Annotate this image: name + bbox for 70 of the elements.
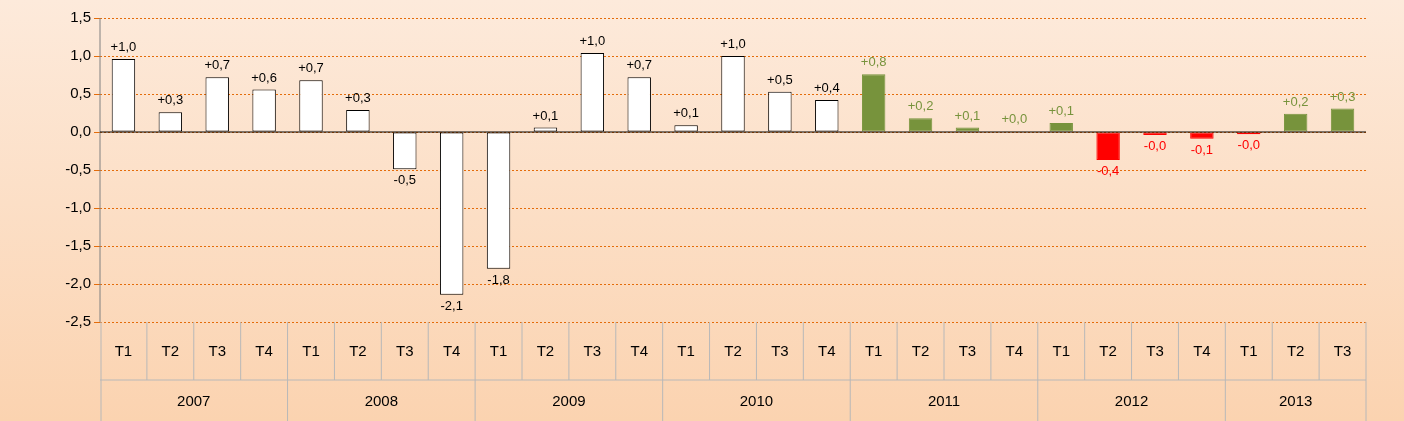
data-label: +0,8 <box>860 54 887 70</box>
data-label: +0,3 <box>157 92 184 108</box>
y-tick-label: 0,5 <box>70 84 91 102</box>
data-label: +0,0 <box>1001 111 1028 127</box>
x-tick-label: T4 <box>442 342 461 360</box>
x-tick-label: T4 <box>630 342 648 360</box>
text: 2013 <box>1278 392 1313 410</box>
data-label: +0,7 <box>298 60 324 76</box>
data-label: +0,1 <box>532 107 559 123</box>
x-tick-label: T3 <box>396 342 414 360</box>
data-label: -0,4 <box>1096 163 1120 179</box>
x-tick-label: T2 <box>536 342 555 360</box>
data-label: +0,5 <box>767 71 793 87</box>
x-tick-label: T1 <box>302 342 320 360</box>
data-label: +0,7 <box>626 57 653 73</box>
x-tick-label: T4 <box>1193 342 1211 360</box>
data-label: -0,1 <box>1190 141 1214 157</box>
data-label: -0,0 <box>1143 138 1167 154</box>
x-tick-label: T2 <box>1286 342 1305 360</box>
data-label: +0,1 <box>954 107 981 123</box>
x-tick-label: T2 <box>161 342 180 360</box>
x-tick-label: T2 <box>349 342 367 360</box>
data-label: +0,3 <box>345 90 371 106</box>
y-tick-label: 1,5 <box>70 8 91 26</box>
data-label: +1,0 <box>720 36 746 52</box>
x-tick-label: T3 <box>1333 342 1352 360</box>
text: 2009 <box>552 392 586 410</box>
data-label: +1,0 <box>579 33 606 49</box>
data-label: +1,0 <box>110 39 137 55</box>
data-label: +0,1 <box>673 105 699 121</box>
y-tick-label: -2,5 <box>65 312 91 330</box>
x-tick-label: T1 <box>864 342 883 360</box>
y-tick-label: 1,0 <box>70 46 91 64</box>
x-tick-label: T1 <box>1052 342 1070 360</box>
text: 2010 <box>739 392 774 410</box>
data-label: -2,1 <box>440 297 463 313</box>
data-label: +0,2 <box>1282 93 1309 109</box>
x-tick-label: T3 <box>1146 342 1164 360</box>
data-label: +0,7 <box>204 57 231 73</box>
text: 2011 <box>927 392 961 410</box>
x-tick-label: T3 <box>208 342 226 360</box>
y-tick-label: -2,0 <box>65 274 91 292</box>
text: 2012 <box>1114 392 1149 410</box>
x-tick-label: T1 <box>1240 342 1258 360</box>
x-tick-label: T4 <box>818 342 836 360</box>
data-label: +0,3 <box>1329 88 1356 104</box>
y-tick-label: -1,5 <box>65 236 91 254</box>
x-tick-label: T1 <box>489 342 508 360</box>
data-label: +0,1 <box>1048 102 1075 118</box>
data-label: +0,2 <box>907 98 934 114</box>
y-tick-label: -1,0 <box>65 198 91 216</box>
data-label: +0,4 <box>813 80 840 96</box>
x-tick-label: T2 <box>1099 342 1117 360</box>
text: 2008 <box>364 392 399 410</box>
x-tick-label: T3 <box>958 342 977 360</box>
y-tick-label: -0,5 <box>65 160 91 178</box>
x-tick-label: T3 <box>583 342 602 360</box>
x-tick-label: T3 <box>771 342 789 360</box>
x-tick-label: T2 <box>724 342 742 360</box>
x-tick-label: T1 <box>114 342 133 360</box>
data-label: -0,5 <box>393 172 416 188</box>
y-tick-label: 0,0 <box>70 122 91 140</box>
x-tick-label: T1 <box>677 342 695 360</box>
text: 2007 <box>177 392 211 410</box>
x-tick-label: T4 <box>255 342 273 360</box>
data-label: -0,0 <box>1237 137 1260 153</box>
data-label: +0,6 <box>251 69 277 85</box>
data-label: -1,8 <box>487 271 510 287</box>
x-tick-label: T2 <box>911 342 930 360</box>
x-tick-label: T4 <box>1005 342 1024 360</box>
